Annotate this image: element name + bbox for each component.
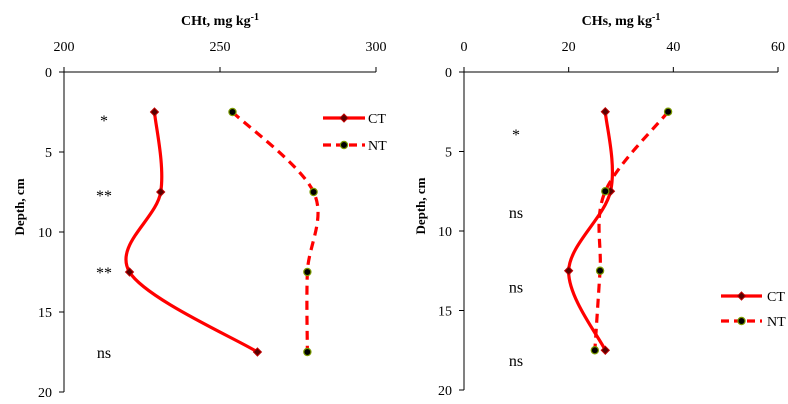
y-tick-label: 0 <box>445 66 452 81</box>
x-tick-label: 40 <box>666 40 680 55</box>
chart-title: CHs, mg kg-1 <box>582 12 661 29</box>
data-point-ct <box>600 107 611 117</box>
data-point-nt <box>595 266 605 275</box>
x-tick-label: 60 <box>771 40 785 55</box>
y-tick-label: 5 <box>445 146 452 161</box>
chart-title: CHt, mg kg-1 <box>181 12 259 29</box>
data-point-ct <box>156 187 166 197</box>
y-tick-label: 20 <box>438 384 452 399</box>
x-tick-label: 250 <box>210 40 231 55</box>
significance-label: ns <box>509 205 523 222</box>
legend-marker-nt <box>737 316 746 326</box>
data-point-nt <box>303 267 312 277</box>
legend-marker-ct <box>339 113 349 123</box>
y-tick-label: 15 <box>38 306 52 321</box>
data-point-ct <box>600 345 611 355</box>
y-axis-label: Depth, cm <box>413 177 428 234</box>
data-point-ct <box>563 266 574 276</box>
y-tick-label: 20 <box>38 386 52 399</box>
y-tick-label: 5 <box>45 146 52 161</box>
data-point-ct <box>252 347 263 357</box>
data-point-nt <box>228 107 237 117</box>
series-line-nt <box>593 110 670 351</box>
significance-label: ns <box>97 345 111 362</box>
significance-label: ns <box>509 353 523 370</box>
y-tick-label: 0 <box>45 66 52 81</box>
data-point-nt <box>309 187 318 197</box>
data-point-nt <box>590 346 600 355</box>
significance-label: ** <box>96 265 112 282</box>
legend-label-nt: NT <box>368 139 387 154</box>
data-point-nt <box>663 107 673 116</box>
x-tick-label: 200 <box>54 40 75 55</box>
x-tick-label: 20 <box>562 40 576 55</box>
chart-title-superscript: -1 <box>652 12 660 23</box>
significance-label: ns <box>509 280 523 297</box>
series-line-nt <box>231 110 320 353</box>
y-tick-label: 10 <box>438 225 452 240</box>
chart-title-superscript: -1 <box>251 12 259 23</box>
data-point-ct <box>149 107 160 117</box>
legend-marker-nt <box>339 140 349 150</box>
significance-label: ** <box>96 188 112 205</box>
x-tick-label: 300 <box>366 40 387 55</box>
y-tick-label: 10 <box>38 226 52 241</box>
legend-label-ct: CT <box>368 112 386 127</box>
legend-label-ct: CT <box>767 290 785 305</box>
series-line-ct <box>124 111 259 354</box>
x-tick-label: 0 <box>461 40 468 55</box>
data-point-nt <box>303 347 312 357</box>
y-axis-label: Depth, cm <box>12 178 27 235</box>
significance-label: * <box>100 113 108 130</box>
legend-label-nt: NT <box>767 315 786 330</box>
legend-marker-ct <box>736 291 747 301</box>
data-point-nt <box>601 187 610 196</box>
series-line-ct <box>567 111 615 351</box>
data-point-ct <box>124 267 135 277</box>
chart-panel-2: 0 20 40 60 0 5 10 15 20 CHs, mg kg-1 Depth, cm * ns n… <box>413 12 786 399</box>
significance-label: * <box>512 127 520 144</box>
y-tick-label: 15 <box>438 305 452 320</box>
